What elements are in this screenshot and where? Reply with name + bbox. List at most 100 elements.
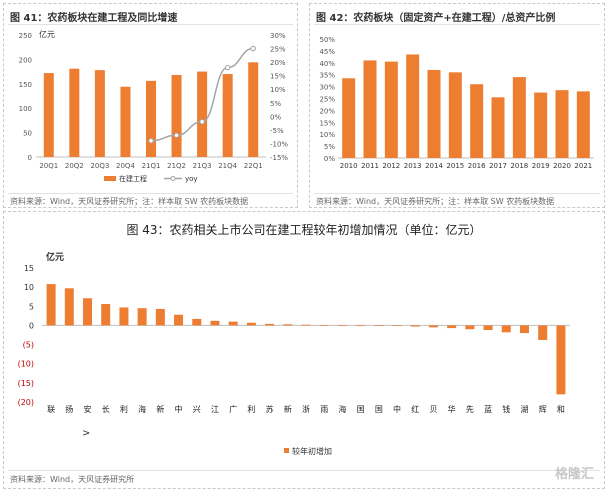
x-tick-label: 湖 bbox=[520, 405, 528, 414]
x-tick-label: 20Q2 bbox=[65, 162, 84, 170]
x-tick-label: 21Q1 bbox=[142, 162, 161, 170]
bar bbox=[174, 314, 184, 326]
x-tick-label: 钱 bbox=[502, 404, 510, 414]
y-tick-label: 0 bbox=[29, 321, 34, 330]
y2-tick-label: 5% bbox=[270, 100, 281, 108]
bar bbox=[448, 72, 462, 158]
x-tick-label: 联 bbox=[47, 405, 55, 414]
bar bbox=[392, 325, 402, 327]
y2-tick-label: 25% bbox=[270, 46, 286, 54]
x-tick-label: 华 bbox=[448, 404, 456, 414]
y2-tick-label: -10% bbox=[270, 140, 288, 148]
source-note: 资料来源：Wind，天风证券研究所 bbox=[10, 475, 135, 484]
y-tick-label: 45% bbox=[319, 48, 335, 56]
bar bbox=[83, 298, 93, 326]
bar bbox=[119, 307, 129, 326]
x-tick-label: 21Q4 bbox=[218, 162, 237, 170]
y-tick-label: (10) bbox=[18, 360, 34, 369]
x-tick-label: 海 bbox=[338, 404, 346, 414]
divider bbox=[314, 193, 600, 194]
bar bbox=[43, 73, 54, 157]
legend-label: 较年初增加 bbox=[292, 446, 332, 456]
x-tick-label: 2012 bbox=[382, 162, 400, 170]
bar bbox=[137, 308, 147, 326]
bar bbox=[555, 90, 569, 158]
chart-title: 图 43：农药相关上市公司在建工程较年初增加情况（单位：亿元） bbox=[126, 223, 482, 237]
y-tick-label: (5) bbox=[23, 341, 34, 350]
bar bbox=[171, 75, 182, 157]
bar bbox=[101, 303, 111, 326]
chart-3-svg: 亿元(20)(15)(10)(5)051015联扬安长利海新中兴江广利苏新浙雨海… bbox=[18, 251, 570, 456]
y-tick-label: 35% bbox=[319, 72, 335, 80]
bar bbox=[46, 284, 56, 326]
y2-tick-label: -15% bbox=[270, 154, 288, 162]
y2-tick-label: 0% bbox=[270, 113, 281, 121]
bar bbox=[519, 325, 529, 334]
x-tick-label: 辉 bbox=[539, 405, 547, 414]
chart-panel-2: 图 42：农药板块（固定资产+在建工程）/总资产比例 0% 5% 10% 15% 20%… bbox=[309, 3, 605, 208]
chart-1-svg: 亿元 0 50 100 150 200 250 -15% -10% -5% 0% 5% 10% 15% 20… bbox=[19, 29, 289, 183]
x-tick-label: 长 bbox=[102, 404, 110, 414]
x-tick-label: 20Q4 bbox=[116, 162, 135, 170]
bar bbox=[491, 97, 505, 158]
x-tick-label: 2010 bbox=[340, 162, 358, 170]
x-tick-label: 2014 bbox=[425, 162, 443, 170]
bar bbox=[319, 325, 329, 326]
bar bbox=[337, 325, 347, 327]
axis-arrow: > bbox=[82, 428, 91, 439]
y-tick-label: 40% bbox=[319, 60, 335, 68]
bar bbox=[428, 325, 438, 328]
x-tick-label: 江 bbox=[211, 405, 219, 414]
x-tick-label: 蓝 bbox=[484, 404, 492, 414]
bar bbox=[410, 325, 420, 327]
chart-2-svg: 0%5%10%15%20%25%30%35%40%45%50%2010 2011 2… bbox=[319, 36, 594, 170]
chart-panel-1: 图 41：农药板块在建工程及同比增速 亿元 0 50 100 150 200 250 -15%… bbox=[3, 3, 298, 208]
chart-title: 图 41：农药板块在建工程及同比增速 bbox=[10, 13, 178, 24]
bar bbox=[538, 325, 548, 340]
x-tick-label: 利 bbox=[120, 404, 128, 414]
bar bbox=[342, 78, 356, 158]
bar bbox=[222, 74, 233, 157]
bar bbox=[283, 324, 293, 326]
x-tick-label: 新 bbox=[284, 404, 292, 414]
x-tick-label: 2018 bbox=[510, 162, 528, 170]
bar bbox=[120, 86, 131, 157]
bar bbox=[356, 325, 366, 327]
line-point bbox=[224, 64, 231, 71]
bar bbox=[427, 69, 441, 158]
x-tick-label: 利 bbox=[247, 404, 255, 414]
divider bbox=[314, 24, 600, 25]
x-tick-label: 2017 bbox=[489, 162, 507, 170]
bar bbox=[146, 80, 156, 157]
bar bbox=[556, 325, 566, 395]
x-tick-label: 贝 bbox=[429, 405, 437, 414]
bar bbox=[155, 308, 165, 326]
source-note: 资料来源：Wind，天风证券研究所；注：样本取 SW 农药板块数据 bbox=[316, 197, 555, 206]
line-point bbox=[199, 119, 205, 125]
y-tick-label: 25% bbox=[319, 96, 335, 104]
x-tick-label: 2019 bbox=[532, 162, 550, 170]
bar bbox=[94, 70, 105, 157]
bar bbox=[374, 325, 384, 327]
divider bbox=[8, 470, 600, 471]
bar bbox=[301, 324, 311, 326]
x-tick-label: 2020 bbox=[553, 162, 571, 170]
bar bbox=[265, 323, 275, 326]
y-tick-label: 200 bbox=[19, 56, 32, 64]
x-tick-label: 2016 bbox=[468, 162, 486, 170]
bar bbox=[465, 325, 475, 330]
y2-tick-label: 30% bbox=[270, 32, 286, 40]
bar bbox=[384, 61, 398, 158]
x-tick-label: 雨 bbox=[320, 405, 328, 414]
chart-title: 图 42：农药板块（固定资产+在建工程）/总资产比例 bbox=[316, 13, 556, 24]
x-tick-label: 2021 bbox=[574, 162, 592, 170]
legend-label: 在建工程 bbox=[119, 174, 147, 183]
x-tick-label: 2015 bbox=[446, 162, 464, 170]
y-tick-label: 15 bbox=[24, 264, 34, 273]
bar bbox=[534, 92, 548, 158]
x-tick-label: 20Q1 bbox=[39, 162, 58, 170]
x-tick-label: 国 bbox=[357, 405, 365, 414]
bar bbox=[69, 68, 80, 157]
x-tick-label: 扬 bbox=[65, 404, 73, 414]
y-tick-label: 30% bbox=[319, 84, 335, 92]
